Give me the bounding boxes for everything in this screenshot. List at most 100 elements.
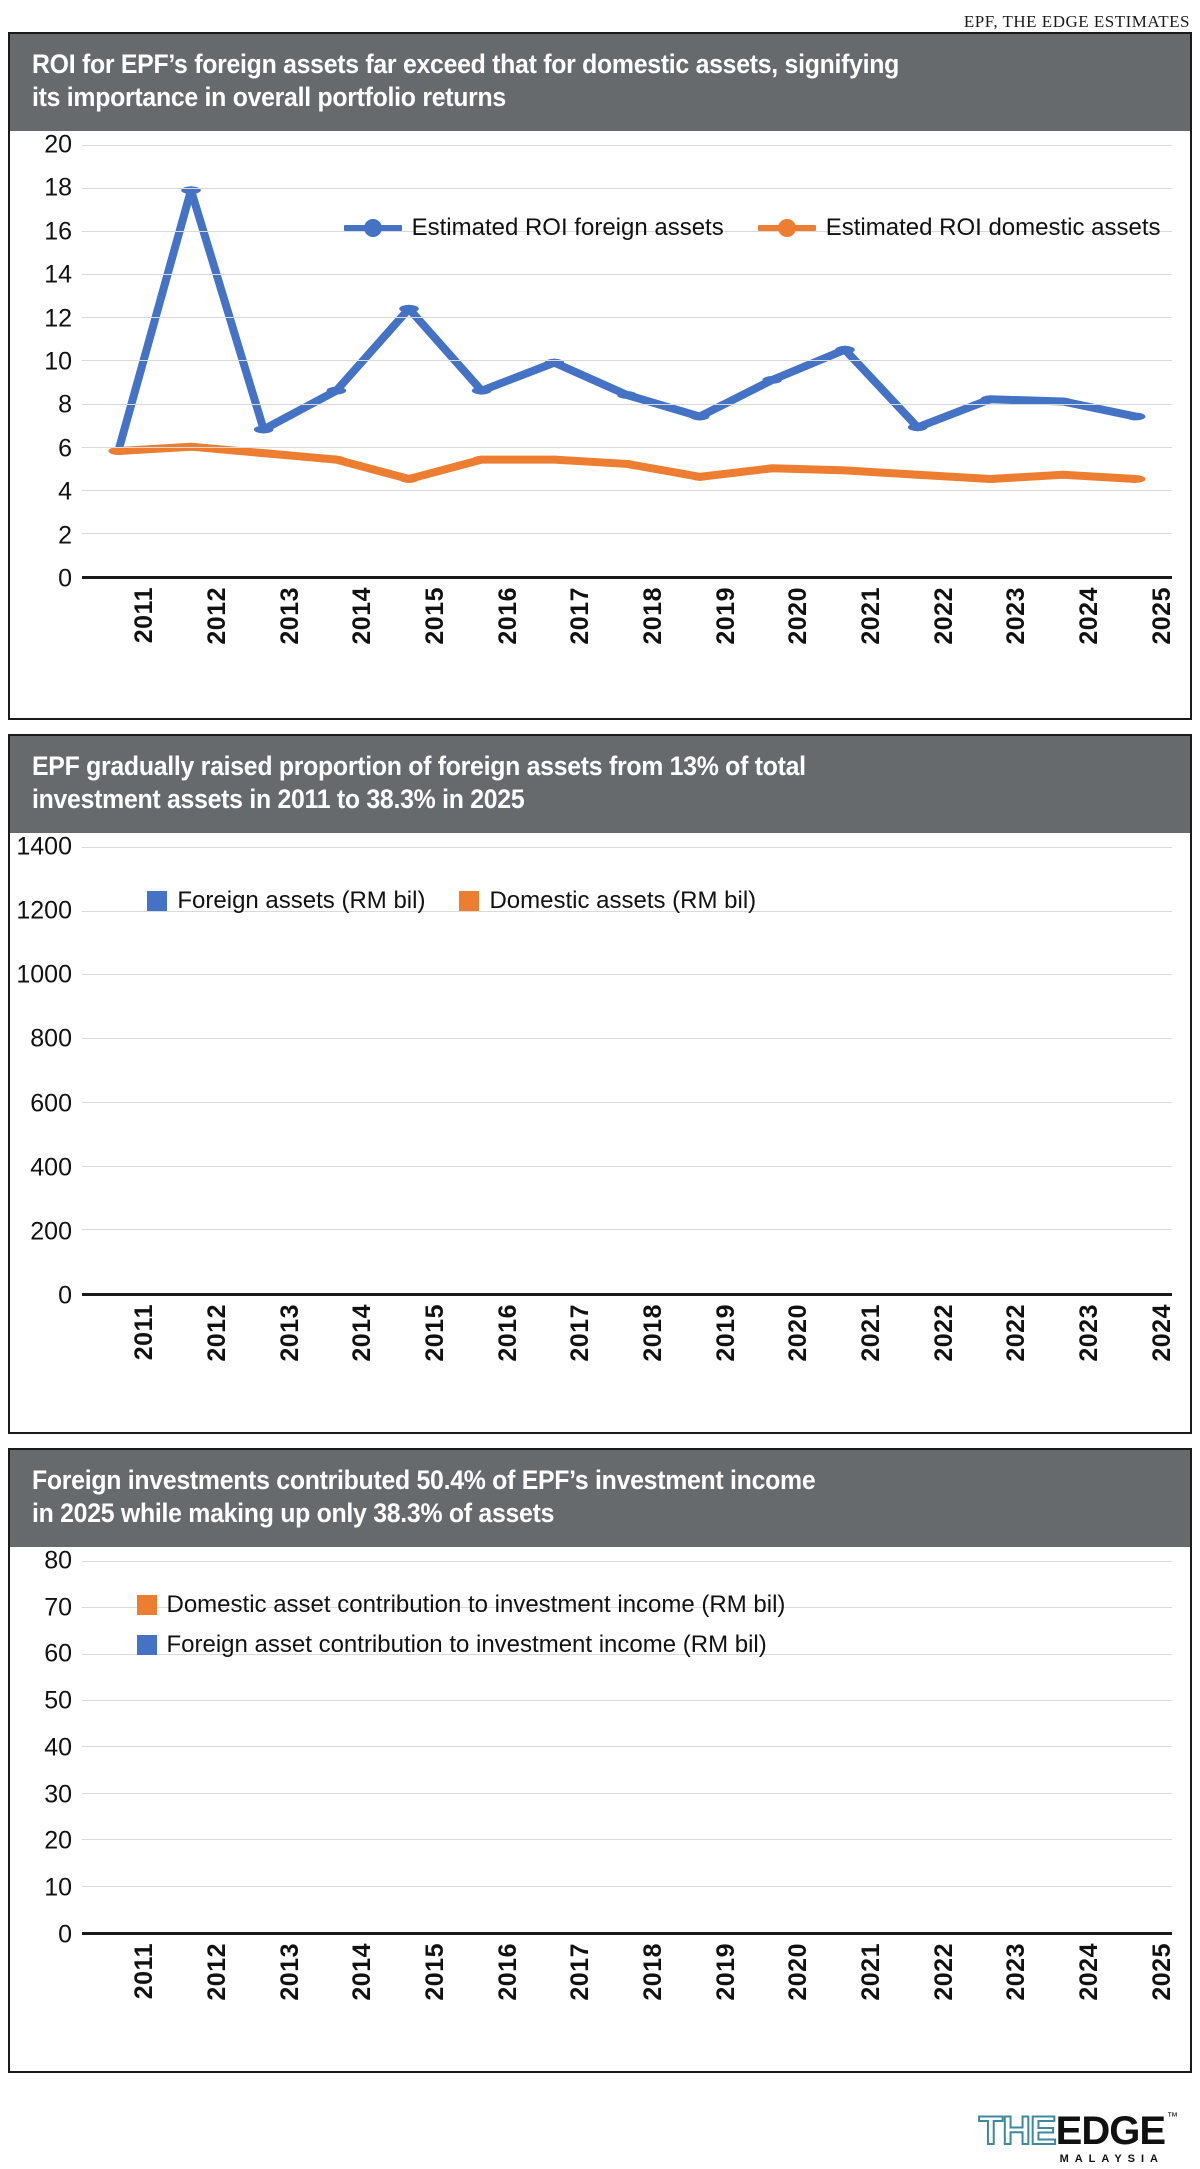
- chart-2-gridline: [82, 910, 1172, 912]
- chart-1-gridline: [82, 532, 1172, 534]
- chart-1-data-point: [399, 304, 419, 313]
- chart-2-x-axis: 2011 2012 2013 2014 2015 2016 2017 2018 2019 2020…: [82, 1296, 1175, 1392]
- chart-2-legend: Foreign assets (RM bil) Domestic assets (…: [147, 887, 756, 915]
- chart-2-x-tick: 2020: [784, 1303, 813, 1362]
- chart-3-gridline: [82, 1560, 1172, 1562]
- chart-2-gridline: [82, 1165, 1172, 1167]
- chart-3-title-line-1: Foreign investments contributed 50.4% of…: [32, 1465, 816, 1495]
- chart-2-title-line-2: investment assets in 2011 to 38.3% in 20…: [32, 784, 525, 815]
- chart-1-legend-label: Estimated ROI foreign assets: [411, 213, 724, 241]
- chart-3-x-tick: 2022: [929, 1942, 958, 2001]
- chart-3-y-tick: 80: [44, 1546, 72, 1575]
- chart-2-y-axis: 0 200 400 600 800 1000 1200 1400: [16, 832, 82, 1309]
- chart-1-data-point: [907, 423, 928, 432]
- chart-1-x-tick: 2016: [493, 586, 522, 645]
- chart-1-x-tick: 2014: [348, 586, 377, 645]
- logo-country-text: MALAYSIA: [1059, 2153, 1164, 2165]
- chart-1-data-point: [326, 455, 347, 464]
- chart-3-x-tick: 2025: [1147, 1942, 1176, 2001]
- chart-3-x-tick: 2021: [857, 1942, 885, 2001]
- chart-2-gridline: [82, 1101, 1172, 1103]
- chart-2-x-tick: 2017: [566, 1303, 595, 1362]
- chart-1-plot-wrap: 0 2 4 6 8 10 12 14 16 18 20 Estimated ROI foreign …: [10, 130, 1190, 675]
- chart-3-x-tick: 2012: [203, 1942, 231, 2001]
- logo-the-text: THE: [978, 2109, 1058, 2153]
- chart-1-gridline: [82, 317, 1172, 319]
- chart-1-legend-item[interactable]: Estimated ROI domestic assets: [757, 214, 1161, 242]
- chart-3-legend-label: Foreign asset contribution to investment…: [166, 1630, 767, 1658]
- chart-1-y-tick: 0: [58, 564, 72, 593]
- chart-1-data-point: [544, 455, 565, 464]
- chart-1: 0 2 4 6 8 10 12 14 16 18 20 Estimated ROI foreign …: [20, 130, 1175, 675]
- trademark-icon: ™: [1167, 2111, 1178, 2123]
- chart-3-x-tick: 2020: [784, 1942, 813, 2001]
- footer: THE EDGE ™ MALAYSIA: [0, 2107, 1200, 2169]
- chart-1-data-point: [1125, 412, 1146, 421]
- chart-1-title-line-2: its importance in overall portfolio retu…: [32, 82, 506, 113]
- source-attribution-text: EPF, THE EDGE ESTIMATES: [963, 12, 1190, 31]
- chart-1-x-tick: 2024: [1075, 586, 1103, 645]
- chart-3-x-tick: 2011: [130, 1942, 159, 2000]
- chart-2-gridline: [82, 974, 1172, 976]
- chart-2-x-tick: 2013: [275, 1303, 304, 1362]
- chart-1-x-tick: 2022: [929, 586, 958, 645]
- chart-1-legend-item[interactable]: Estimated ROI foreign assets: [343, 213, 724, 242]
- chart-2-legend-label: Domestic assets (RM bil): [489, 887, 757, 915]
- chart-2-y-tick: 1400: [16, 832, 72, 861]
- chart-3-gridline: [82, 1746, 1172, 1748]
- chart-1-title-line-1: ROI for EPF’s foreign assets far exceed …: [32, 49, 900, 79]
- chart-1-y-tick: 20: [44, 130, 72, 159]
- chart-3-x-tick: 2015: [421, 1942, 449, 2001]
- chart-2-x-tick: 2012: [203, 1303, 231, 1362]
- chart-1-y-tick: 2: [58, 521, 72, 550]
- chart-1-x-tick: 2011: [130, 586, 159, 644]
- chart-2-legend-label: Foreign assets (RM bil): [177, 887, 426, 915]
- chart-1-gridline: [82, 231, 1172, 233]
- chart-2-x-tick: 2021: [857, 1303, 885, 1362]
- chart-3-title-line-2: in 2025 while making up only 38.3% of as…: [32, 1498, 555, 1529]
- chart-3-x-tick: 2023: [1002, 1942, 1031, 2001]
- the-edge-malaysia-logo: THE EDGE ™ MALAYSIA: [978, 2109, 1178, 2165]
- chart-panel-assets: EPF gradually raised proportion of forei…: [8, 734, 1192, 1434]
- chart-3-legend: Domestic asset contribution to investmen…: [136, 1591, 786, 1659]
- chart-2-y-tick: 0: [58, 1281, 72, 1310]
- legend-line-marker-icon: [343, 224, 402, 231]
- chart-3-gridline: [82, 1839, 1172, 1841]
- chart-1-data-point: [253, 425, 274, 434]
- chart-3-plot-wrap: 0 10 20 30 40 50 60 70 80 Domestic asset contrib…: [10, 1546, 1190, 2031]
- chart-1-data-point: [762, 464, 783, 473]
- chart-2-y-tick: 1200: [16, 896, 72, 925]
- chart-2-bar-slot: [1027, 847, 1100, 1293]
- chart-1-data-point: [907, 470, 928, 479]
- chart-1-data-point: [326, 386, 347, 395]
- chart-2-x-tick: 2016: [493, 1303, 522, 1362]
- chart-3-bar-slot: [1099, 1561, 1172, 1932]
- chart-1-y-tick: 8: [58, 390, 72, 419]
- chart-1-data-point: [108, 447, 129, 455]
- source-attribution-bar: EPF, THE EDGE ESTIMATES: [0, 0, 1200, 32]
- chart-1-gridline: [82, 360, 1172, 362]
- chart-1-y-tick: 16: [44, 217, 72, 246]
- chart-1-data-point: [980, 475, 1001, 483]
- chart-2-legend-item[interactable]: Domestic assets (RM bil): [459, 887, 756, 915]
- chart-3-gridline: [82, 1653, 1172, 1655]
- chart-1-y-tick: 14: [44, 260, 72, 289]
- chart-1-data-point: [1125, 475, 1146, 483]
- chart-3-y-tick: 60: [44, 1639, 72, 1668]
- chart-2-legend-item[interactable]: Foreign assets (RM bil): [147, 887, 425, 915]
- chart-1-x-tick: 2013: [275, 586, 304, 645]
- chart-2-x-tick: 2014: [348, 1303, 377, 1362]
- chart-1-data-point: [1053, 397, 1073, 406]
- chart-1-x-tick: 2025: [1147, 586, 1176, 645]
- chart-1-gridline: [82, 144, 1172, 146]
- chart-1-data-point: [689, 472, 710, 481]
- chart-3-y-tick: 40: [44, 1733, 72, 1762]
- chart-1-data-point: [762, 375, 783, 384]
- chart-3-bar-slot: [1027, 1561, 1100, 1932]
- chart-panel-income: Foreign investments contributed 50.4% of…: [8, 1448, 1192, 2073]
- chart-2-gridline: [82, 1038, 1172, 1040]
- chart-3-legend-item[interactable]: Foreign asset contribution to investment…: [136, 1630, 786, 1659]
- chart-3-legend-item[interactable]: Domestic asset contribution to investmen…: [136, 1591, 785, 1619]
- chart-3-gridline: [82, 1792, 1172, 1794]
- logo-edge-text: EDGE: [1055, 2109, 1166, 2153]
